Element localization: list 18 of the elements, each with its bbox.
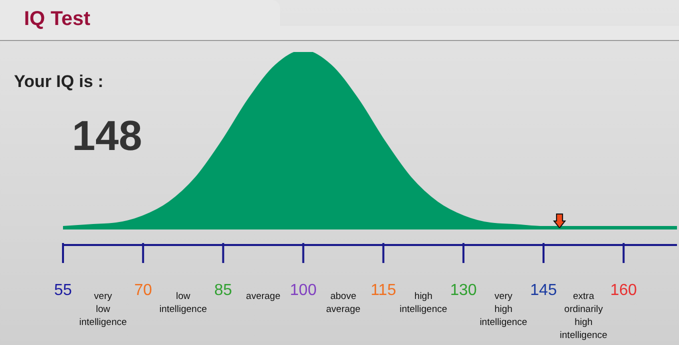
x-tick-label: 55 (54, 282, 72, 299)
annotation: 148 (72, 112, 142, 160)
chart-title: IQ Test (24, 8, 90, 31)
text: very low intelligence (79, 291, 127, 328)
annotation: Your IQ is : (14, 72, 104, 92)
text: above average (326, 291, 360, 315)
x-tick-label: 115 (370, 282, 396, 299)
x-tick-label: 130 (450, 282, 477, 299)
text: low intelligence (159, 291, 207, 315)
text: very high intelligence (480, 291, 528, 328)
text: extra ordinarily high intelligence (560, 291, 608, 341)
text: high intelligence (400, 291, 448, 315)
x-tick-label: 160 (610, 282, 638, 299)
text: average (246, 291, 280, 302)
x-tick-label: 70 (134, 282, 152, 299)
x-tick-label: 145 (530, 282, 557, 299)
x-tick-label: 85 (214, 282, 232, 299)
x-tick-label: 100 (290, 282, 317, 299)
